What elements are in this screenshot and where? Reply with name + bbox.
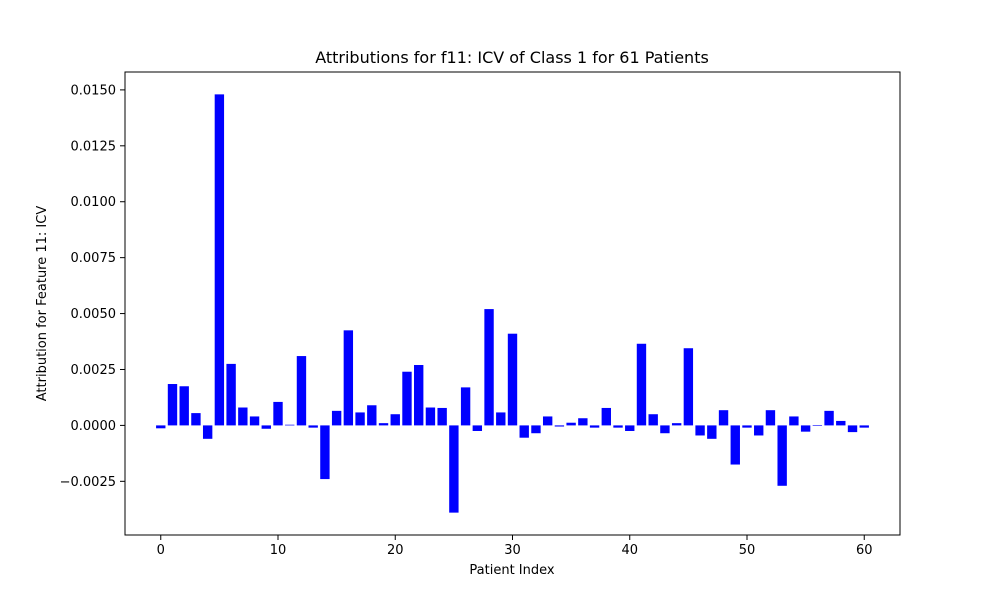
y-ticks: −0.0025 0.0000 0.0025 0.0050 0.0075 0.0100 0.0…	[60, 83, 125, 490]
bar-patient-27	[472, 425, 483, 431]
x-tick-label: 50	[739, 543, 756, 558]
bar-patient-1	[167, 384, 178, 426]
bar-patient-53	[777, 425, 787, 486]
bars-group	[156, 94, 869, 513]
bar-patient-45	[683, 348, 694, 426]
y-tick-label: 0.0125	[71, 139, 117, 154]
bar-patient-8	[249, 416, 260, 426]
bar-patient-11	[285, 424, 295, 426]
bar-patient-59	[847, 425, 858, 433]
y-tick-label: 0.0075	[71, 251, 117, 266]
bar-patient-31	[519, 425, 529, 438]
x-ticks: 0 10 20 30 40 50 60	[157, 535, 873, 558]
x-tick-label: 10	[270, 543, 287, 558]
bar-patient-55	[800, 425, 811, 432]
bar-patient-28	[484, 309, 494, 426]
bar-patient-40	[625, 425, 635, 431]
y-tick-label: 0.0025	[71, 363, 117, 378]
bar-patient-18	[367, 405, 377, 426]
bar-patient-51	[754, 425, 764, 436]
bar-patient-2	[179, 386, 189, 426]
y-tick-label: 0.0100	[71, 195, 117, 210]
bar-patient-52	[765, 410, 776, 426]
bar-patient-39	[613, 425, 623, 428]
bar-patient-35	[566, 422, 576, 426]
y-tick-label: −0.0025	[60, 475, 116, 490]
bar-patient-15	[331, 410, 342, 426]
x-tick-label: 60	[856, 543, 873, 558]
x-axis-label: Patient Index	[469, 563, 554, 578]
bar-patient-36	[578, 418, 588, 426]
y-axis-label: Attribution for Feature 11: ICV	[35, 206, 50, 402]
bar-patient-33	[542, 416, 553, 426]
x-tick-label: 0	[157, 543, 165, 558]
y-tick-label: 0.0150	[71, 83, 117, 98]
bar-patient-32	[531, 425, 541, 434]
bar-patient-29	[496, 412, 506, 426]
bar-patient-9	[261, 425, 271, 429]
bar-patient-22	[414, 365, 424, 426]
bar-patient-44	[671, 423, 682, 426]
bar-patient-38	[601, 407, 611, 426]
bar-patient-49	[730, 425, 740, 465]
bar-patient-41	[636, 343, 647, 426]
bar-patient-42	[648, 414, 658, 426]
bar-patient-21	[402, 371, 412, 426]
bar-patient-26	[460, 387, 471, 426]
bar-patient-48	[718, 410, 729, 426]
bar-patient-10	[273, 401, 283, 426]
x-tick-label: 40	[621, 543, 638, 558]
bar-patient-13	[308, 425, 318, 428]
x-tick-label: 20	[387, 543, 404, 558]
bar-patient-6	[226, 363, 236, 426]
bar-patient-23	[425, 407, 436, 426]
bar-patient-25	[449, 425, 459, 513]
y-tick-label: 0.0000	[71, 419, 117, 434]
bar-patient-17	[355, 412, 365, 426]
bar-patient-46	[695, 425, 705, 436]
bar-patient-56	[812, 425, 823, 426]
bar-patient-57	[824, 410, 834, 426]
bar-patient-3	[191, 413, 201, 426]
bar-patient-19	[378, 423, 389, 426]
bar-patient-54	[789, 416, 799, 426]
bar-patient-24	[437, 407, 447, 426]
y-tick-label: 0.0050	[71, 307, 117, 322]
bar-patient-37	[589, 425, 600, 428]
bar-patient-16	[343, 330, 354, 426]
bar-patient-58	[836, 420, 846, 426]
bar-patient-43	[660, 425, 670, 434]
bar-patient-50	[742, 425, 752, 428]
bar-patient-14	[320, 425, 330, 480]
bar-patient-30	[507, 333, 518, 426]
bar-patient-20	[390, 414, 400, 426]
bar-patient-5	[214, 94, 225, 426]
bar-patient-0	[156, 425, 166, 429]
bar-patient-60	[859, 425, 869, 428]
x-tick-label: 30	[504, 543, 521, 558]
bar-patient-7	[238, 407, 248, 426]
bar-patient-12	[296, 356, 307, 426]
bar-patient-34	[554, 425, 565, 427]
chart-title: Attributions for f11: ICV of Class 1 for…	[315, 48, 709, 67]
bar-patient-4	[202, 425, 213, 439]
bar-patient-47	[707, 425, 717, 439]
